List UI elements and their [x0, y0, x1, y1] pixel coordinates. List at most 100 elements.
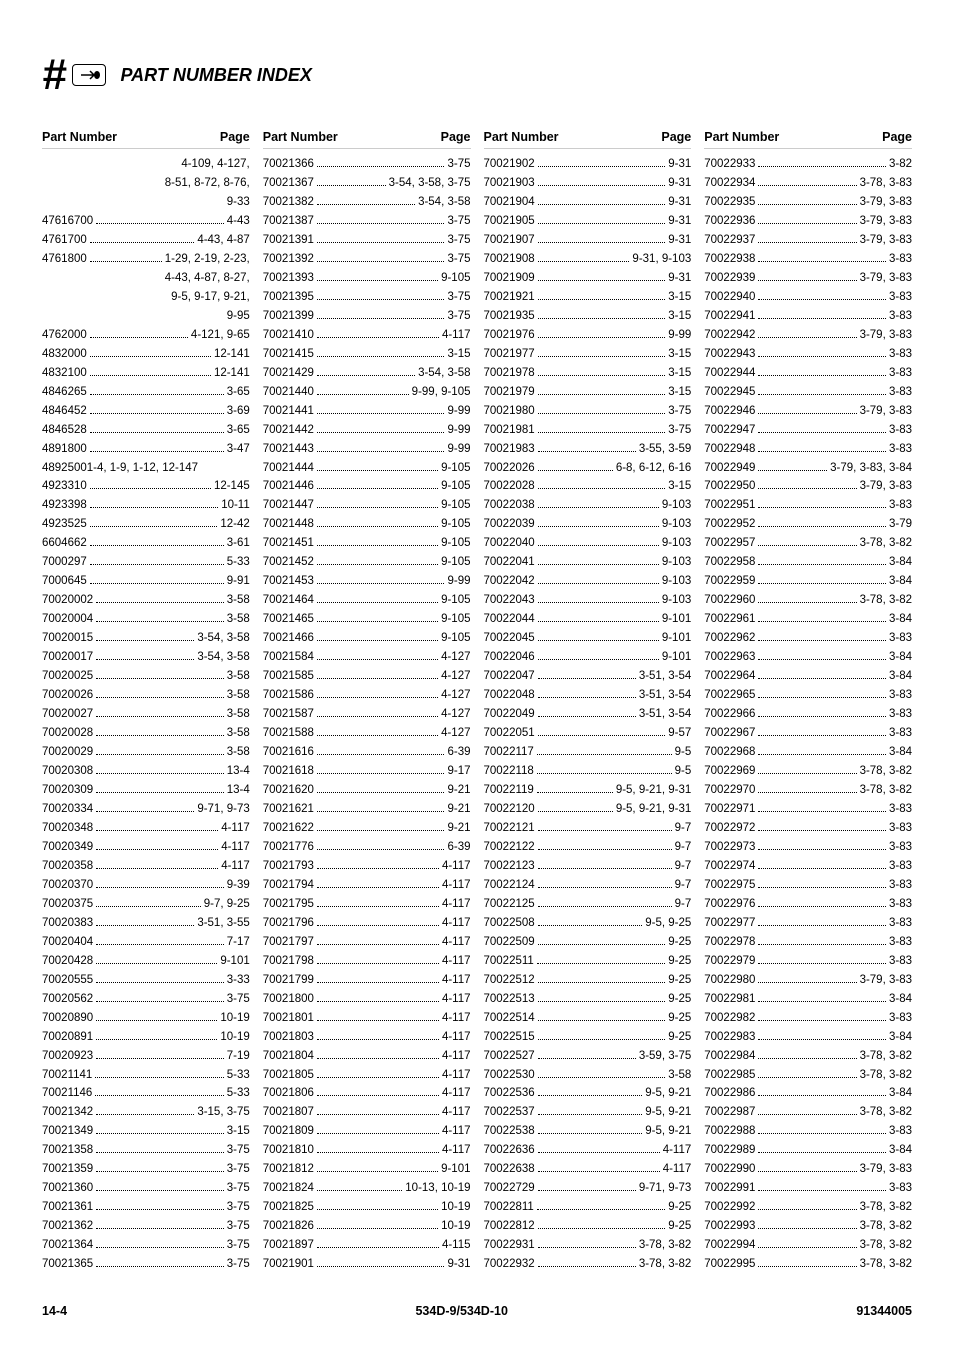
leader-dots: [758, 488, 856, 489]
part-number: 70021616: [263, 743, 314, 762]
leader-dots: [90, 545, 224, 546]
part-number: 70021905: [484, 212, 535, 231]
page-ref: 3-79, 3-83: [860, 193, 912, 212]
index-row: 700226384-117: [484, 1160, 692, 1179]
index-row: 700229413-83: [704, 307, 912, 326]
page-ref: 4-117: [442, 1141, 471, 1160]
leader-dots: [317, 621, 438, 622]
index-row: 700219039-31: [484, 174, 692, 193]
page-ref: 4-117: [442, 990, 471, 1009]
leader-dots: [538, 280, 666, 281]
part-number: 70022936: [704, 212, 755, 231]
part-number: 70021440: [263, 383, 314, 402]
leader-dots: [317, 1114, 439, 1115]
page-ref: 9-101: [220, 952, 249, 971]
part-number: 70021451: [263, 534, 314, 553]
index-column: Part NumberPage700229333-82700229343-78,…: [704, 130, 912, 1274]
index-row: 700215854-127: [263, 667, 471, 686]
index-row: 700214429-99: [263, 421, 471, 440]
part-number: 70022812: [484, 1217, 535, 1236]
index-row: 700215874-127: [263, 705, 471, 724]
part-number: 70020358: [42, 857, 93, 876]
page-ref: 6-39: [447, 743, 470, 762]
page-ref: 4-117: [442, 857, 471, 876]
leader-dots: [538, 185, 666, 186]
leader-dots: [317, 678, 438, 679]
index-row: 700221219-7: [484, 819, 692, 838]
leader-dots: [538, 451, 636, 452]
page-ref: 3-79, 3-83: [860, 212, 912, 231]
page-ref: 3-83: [889, 952, 912, 971]
page-ref: 3-75: [447, 288, 470, 307]
part-number: 70022527: [484, 1047, 535, 1066]
page-ref: 3-78, 3-82: [639, 1255, 691, 1274]
index-row: 7002089010-19: [42, 1009, 250, 1028]
index-row: 700219833-55, 3-59: [484, 440, 692, 459]
leader-dots: [317, 507, 438, 508]
leader-dots: [538, 432, 666, 433]
index-row: 700213953-75: [263, 288, 471, 307]
footer-left: 14-4: [42, 1304, 67, 1318]
leader-dots: [317, 1133, 439, 1134]
column-header-right: Page: [441, 130, 471, 144]
part-number: 70021795: [263, 895, 314, 914]
part-number: 70022947: [704, 421, 755, 440]
part-number: 70022045: [484, 629, 535, 648]
leader-dots: [317, 526, 438, 527]
index-row: 700229943-78, 3-82: [704, 1236, 912, 1255]
page-ref: 9-33: [227, 193, 250, 212]
index-row: 700229353-79, 3-83: [704, 193, 912, 212]
part-number: 70022933: [704, 155, 755, 174]
leader-dots: [317, 925, 439, 926]
part-number: 70022932: [484, 1255, 535, 1274]
leader-dots: [537, 754, 672, 755]
index-row: 700219773-15: [484, 345, 692, 364]
part-number: 70022051: [484, 724, 535, 743]
page-ref: 3-78, 3-82: [860, 1255, 912, 1274]
index-row: 700218094-117: [263, 1122, 471, 1141]
part-number: 70021977: [484, 345, 535, 364]
index-row: 700214539-99: [263, 572, 471, 591]
part-number: 70021798: [263, 952, 314, 971]
page-ref: 3-84: [889, 743, 912, 762]
page-ref: 3-78, 3-82: [860, 762, 912, 781]
index-row: 700217934-117: [263, 857, 471, 876]
page-ref: 4-43, 4-87, 8-27,: [165, 269, 250, 288]
index-row: 700229853-78, 3-82: [704, 1066, 912, 1085]
page-ref: 3-83: [889, 1179, 912, 1198]
page-ref: 9-25: [668, 1217, 691, 1236]
leader-dots: [538, 1039, 666, 1040]
page-ref: 9-31: [447, 1255, 470, 1274]
part-number: 70022993: [704, 1217, 755, 1236]
index-row: 700220389-103: [484, 496, 692, 515]
leader-dots: [538, 299, 666, 300]
page-ref: 3-58: [668, 1066, 691, 1085]
leader-dots: [317, 773, 445, 774]
leader-dots: [758, 1247, 856, 1248]
part-number: 70022991: [704, 1179, 755, 1198]
part-number: 70022509: [484, 933, 535, 952]
index-row: 700225089-5, 9-25: [484, 914, 692, 933]
index-row: 700229433-83: [704, 345, 912, 364]
hand-pointer-icon: [72, 64, 106, 86]
page-ref: 3-51, 3-54: [639, 705, 691, 724]
part-number: 70021618: [263, 762, 314, 781]
leader-dots: [317, 432, 445, 433]
part-number: 70020017: [42, 648, 93, 667]
index-row: 700229813-84: [704, 990, 912, 1009]
index-row: 700213673-54, 3-58, 3-75: [263, 174, 471, 193]
page-ref: 3-84: [889, 648, 912, 667]
index-row: 700215884-127: [263, 724, 471, 743]
leader-dots: [758, 621, 886, 622]
leader-dots: [96, 1020, 217, 1021]
page-ref: 3-79, 3-83: [860, 231, 912, 250]
part-number: 4923398: [42, 496, 87, 515]
leader-dots: [317, 545, 438, 546]
page-ref: 9-21: [447, 819, 470, 838]
index-row: 700229763-83: [704, 895, 912, 914]
page-ref: 3-47: [227, 440, 250, 459]
index-row: 700225369-5, 9-21: [484, 1084, 692, 1103]
page-ref: 3-75: [227, 1255, 250, 1274]
leader-dots: [96, 621, 224, 622]
index-row: 700221189-5: [484, 762, 692, 781]
